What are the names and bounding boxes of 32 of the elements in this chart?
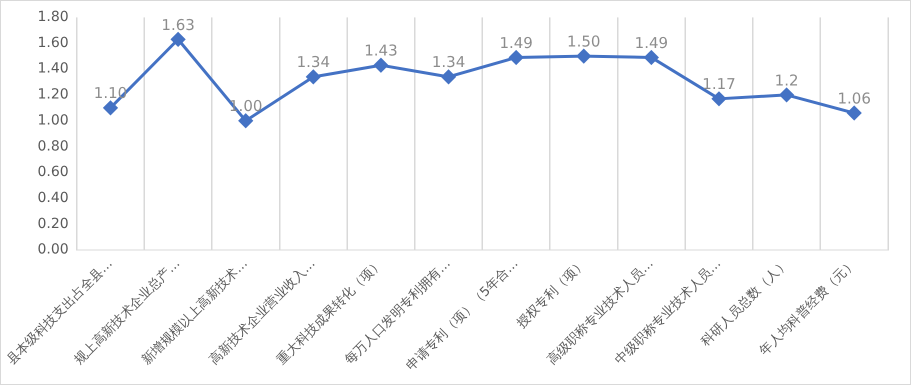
y-tick-label: 0.60 — [38, 164, 69, 180]
y-tick-label: 0.40 — [38, 190, 69, 206]
point — [644, 50, 658, 64]
y-tick-label: 0.20 — [38, 216, 69, 232]
data-label: 1.34 — [296, 53, 330, 72]
point — [374, 58, 388, 72]
point — [442, 70, 456, 84]
y-tick-label: 0.80 — [38, 138, 69, 154]
point — [712, 92, 726, 106]
point — [171, 32, 186, 46]
data-label: 1.43 — [364, 42, 398, 60]
point — [576, 49, 591, 64]
data-label: 1.49 — [499, 34, 533, 52]
data-label: 1.50 — [567, 32, 600, 51]
data-label: 1.17 — [702, 75, 736, 94]
data-label: 1.2 — [774, 71, 799, 90]
data-label: 1.49 — [634, 34, 668, 52]
y-tick-label: 1.80 — [38, 9, 69, 26]
point — [104, 100, 118, 115]
point — [847, 106, 862, 120]
point — [780, 88, 794, 102]
point — [509, 50, 524, 64]
y-tick-label: 1.40 — [38, 60, 69, 77]
y-tick-label: 1.20 — [38, 86, 69, 103]
data-label: 1.63 — [161, 16, 195, 34]
point — [306, 70, 320, 84]
data-label: 1.06 — [837, 89, 871, 108]
y-tick-label: 1.00 — [38, 112, 69, 128]
y-tick-label: 0.00 — [38, 242, 69, 258]
point — [238, 114, 253, 128]
data-label: 1.34 — [432, 53, 466, 72]
y-tick-label: 1.60 — [38, 34, 69, 51]
